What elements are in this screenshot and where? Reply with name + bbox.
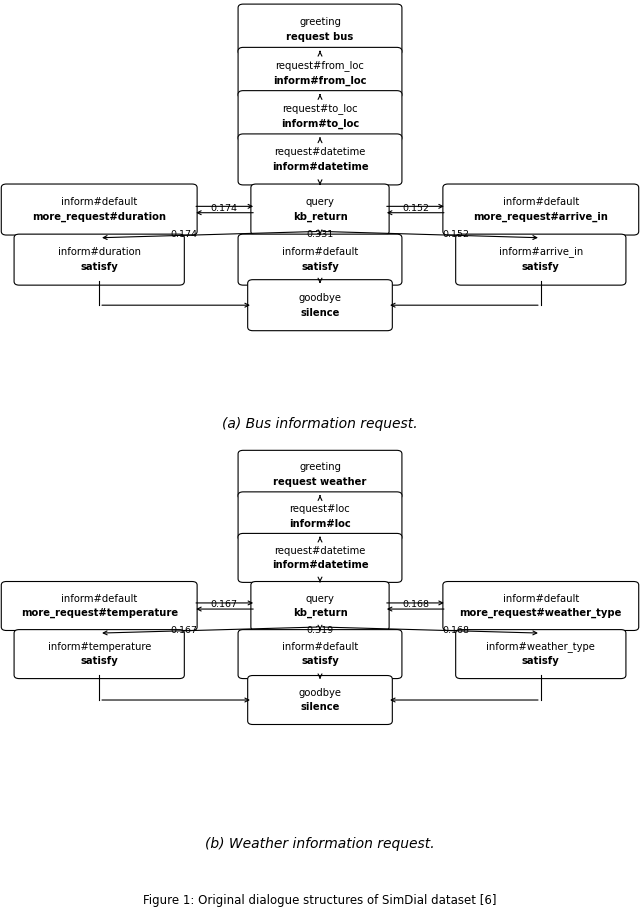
Text: 0.168: 0.168	[442, 626, 470, 635]
Text: 0.167: 0.167	[211, 600, 237, 609]
Text: request weather: request weather	[273, 477, 367, 487]
Text: silence: silence	[300, 308, 340, 318]
Text: inform#datetime: inform#datetime	[272, 162, 368, 172]
Text: goodbye: goodbye	[298, 292, 342, 302]
FancyBboxPatch shape	[238, 234, 402, 285]
FancyBboxPatch shape	[443, 184, 639, 235]
Text: goodbye: goodbye	[298, 688, 342, 698]
FancyBboxPatch shape	[238, 47, 402, 98]
Text: request#to_loc: request#to_loc	[282, 103, 358, 114]
FancyBboxPatch shape	[443, 581, 639, 630]
Text: satisfy: satisfy	[301, 657, 339, 667]
Text: inform#temperature: inform#temperature	[47, 641, 151, 651]
Text: inform#from_loc: inform#from_loc	[273, 76, 367, 86]
FancyBboxPatch shape	[238, 534, 402, 582]
FancyBboxPatch shape	[456, 630, 626, 679]
FancyBboxPatch shape	[14, 630, 184, 679]
Text: satisfy: satisfy	[522, 657, 559, 667]
Text: 0.152: 0.152	[403, 204, 429, 212]
Text: query: query	[305, 197, 335, 207]
Text: inform#default: inform#default	[61, 197, 138, 207]
Text: inform#weather_type: inform#weather_type	[486, 641, 595, 652]
Text: 0.152: 0.152	[442, 230, 470, 239]
FancyBboxPatch shape	[238, 134, 402, 185]
FancyBboxPatch shape	[238, 492, 402, 541]
Text: inform#default: inform#default	[61, 594, 138, 604]
Text: inform#default: inform#default	[282, 247, 358, 257]
Text: inform#datetime: inform#datetime	[272, 560, 368, 570]
Text: satisfy: satisfy	[301, 262, 339, 272]
Text: request#datetime: request#datetime	[275, 546, 365, 556]
Text: more_request#weather_type: more_request#weather_type	[460, 609, 622, 619]
Text: request#datetime: request#datetime	[275, 147, 365, 157]
Text: query: query	[305, 594, 335, 604]
FancyBboxPatch shape	[238, 450, 402, 499]
Text: inform#default: inform#default	[502, 594, 579, 604]
Text: inform#loc: inform#loc	[289, 518, 351, 528]
Text: more_request#temperature: more_request#temperature	[20, 609, 178, 619]
Text: (a) Bus information request.: (a) Bus information request.	[222, 416, 418, 431]
FancyBboxPatch shape	[248, 280, 392, 331]
Text: (b) Weather information request.: (b) Weather information request.	[205, 837, 435, 851]
Text: inform#arrive_in: inform#arrive_in	[499, 247, 583, 258]
FancyBboxPatch shape	[456, 234, 626, 285]
Text: 0.168: 0.168	[403, 600, 429, 609]
Text: 0.167: 0.167	[170, 626, 198, 635]
Text: inform#default: inform#default	[502, 197, 579, 207]
FancyBboxPatch shape	[238, 91, 402, 141]
Text: inform#duration: inform#duration	[58, 247, 141, 257]
Text: 0.319: 0.319	[307, 626, 333, 635]
Text: satisfy: satisfy	[81, 262, 118, 272]
FancyBboxPatch shape	[1, 581, 197, 630]
FancyBboxPatch shape	[1, 184, 197, 235]
Text: satisfy: satisfy	[81, 657, 118, 667]
FancyBboxPatch shape	[251, 184, 389, 235]
Text: 0.174: 0.174	[211, 204, 237, 212]
Text: request bus: request bus	[286, 32, 354, 42]
FancyBboxPatch shape	[238, 630, 402, 679]
FancyBboxPatch shape	[238, 4, 402, 55]
FancyBboxPatch shape	[14, 234, 184, 285]
Text: kb_return: kb_return	[292, 212, 348, 222]
Text: request#from_loc: request#from_loc	[276, 60, 364, 71]
Text: more_request#duration: more_request#duration	[32, 212, 166, 222]
Text: 0.331: 0.331	[307, 230, 333, 239]
Text: 0.174: 0.174	[170, 230, 198, 239]
FancyBboxPatch shape	[251, 581, 389, 630]
Text: greeting: greeting	[299, 17, 341, 27]
Text: Figure 1: Original dialogue structures of SimDial dataset [6]: Figure 1: Original dialogue structures o…	[143, 894, 497, 906]
Text: satisfy: satisfy	[522, 262, 559, 272]
Text: silence: silence	[300, 702, 340, 712]
Text: request#loc: request#loc	[290, 504, 350, 514]
Text: inform#to_loc: inform#to_loc	[281, 118, 359, 129]
Text: kb_return: kb_return	[292, 609, 348, 619]
Text: greeting: greeting	[299, 463, 341, 473]
FancyBboxPatch shape	[248, 676, 392, 724]
Text: more_request#arrive_in: more_request#arrive_in	[474, 212, 608, 222]
Text: inform#default: inform#default	[282, 641, 358, 651]
